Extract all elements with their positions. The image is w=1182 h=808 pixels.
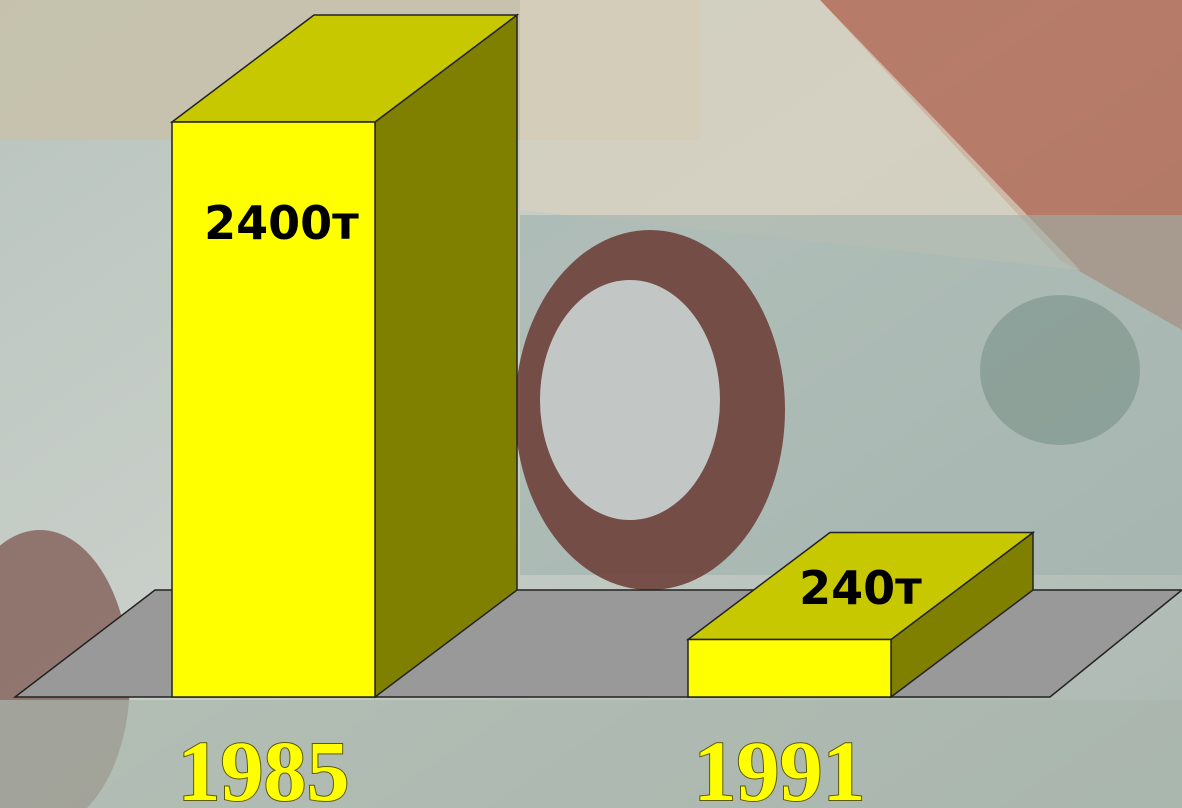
page: 2400т1985240т1991 (() => { const data = … <box>0 0 1182 808</box>
x-tick-label: 1985 <box>178 723 350 808</box>
value-label: 240т <box>799 561 922 615</box>
bar-side <box>375 15 517 697</box>
bar <box>688 640 891 698</box>
chart: 2400т 1985 240т 1991 <box>0 0 1182 808</box>
value-label: 2400т <box>204 196 359 250</box>
x-tick-label: 1991 <box>694 723 866 808</box>
